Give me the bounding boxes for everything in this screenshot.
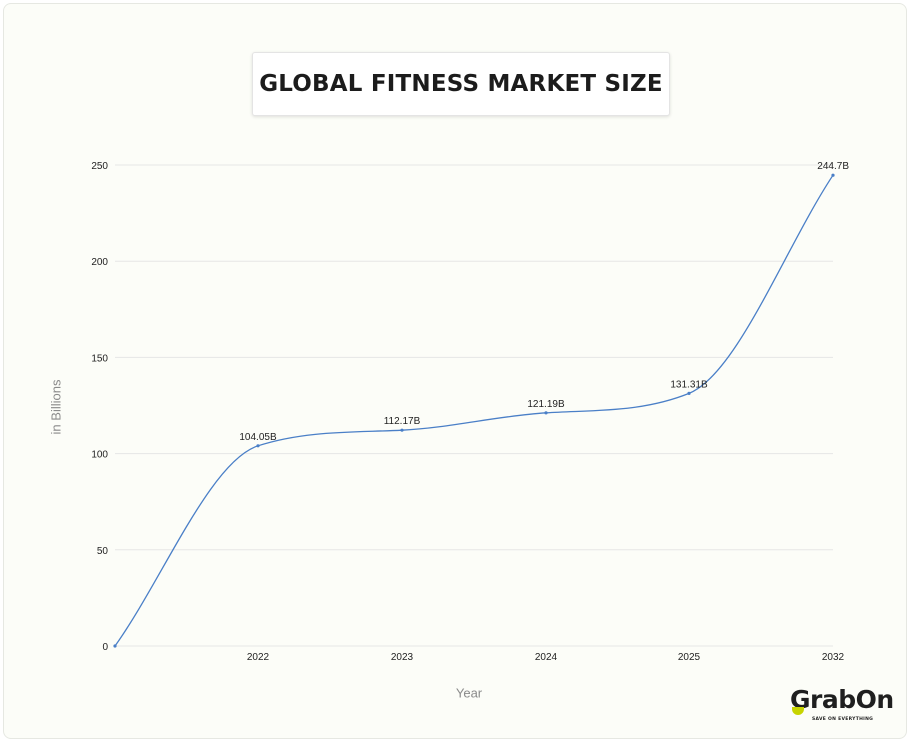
y-tick-label: 250 (91, 161, 108, 172)
data-points (113, 173, 835, 648)
data-label: 104.05B (239, 432, 277, 443)
chart-title: GLOBAL FITNESS MARKET SIZE (259, 71, 663, 97)
x-tick-labels: 2022 2023 2024 2025 2032 (247, 652, 845, 663)
y-tick-label: 50 (97, 546, 109, 557)
y-axis-label: in Billions (48, 379, 64, 435)
x-tick-label: 2032 (822, 652, 845, 663)
y-tick-label: 0 (102, 642, 108, 653)
grabon-logo: GrabOn SAVE ON EVERYTHING (790, 685, 894, 726)
logo-wordmark: GrabOn (790, 685, 894, 714)
x-tick-label: 2022 (247, 652, 270, 663)
y-tick-labels: 0 50 100 150 200 250 (91, 161, 108, 653)
data-label: 244.7B (817, 161, 849, 172)
data-point (256, 444, 260, 448)
data-point (400, 428, 404, 432)
y-tick-label: 150 (91, 353, 108, 364)
data-labels: 104.05B 112.17B 121.19B 131.31B 244.7B (239, 161, 849, 443)
y-tick-label: 100 (91, 450, 108, 461)
chart-card (3, 3, 907, 739)
grid-lines (115, 164, 833, 647)
x-axis-label: Year (455, 685, 483, 701)
data-label: 131.31B (670, 379, 708, 390)
x-tick-label: 2024 (535, 652, 558, 663)
data-label: 112.17B (384, 416, 421, 427)
series-line (114, 174, 834, 647)
x-tick-label: 2023 (391, 652, 414, 663)
x-tick-label: 2025 (678, 652, 701, 663)
chart-title-box: GLOBAL FITNESS MARKET SIZE (252, 52, 670, 116)
data-point (831, 173, 835, 177)
data-point (544, 411, 548, 415)
logo-accent-swoosh (792, 707, 804, 715)
data-point (687, 391, 691, 395)
logo-tagline: SAVE ON EVERYTHING (812, 717, 874, 722)
y-tick-label: 200 (91, 257, 108, 268)
data-label: 121.19B (527, 399, 565, 410)
data-point (113, 644, 117, 648)
